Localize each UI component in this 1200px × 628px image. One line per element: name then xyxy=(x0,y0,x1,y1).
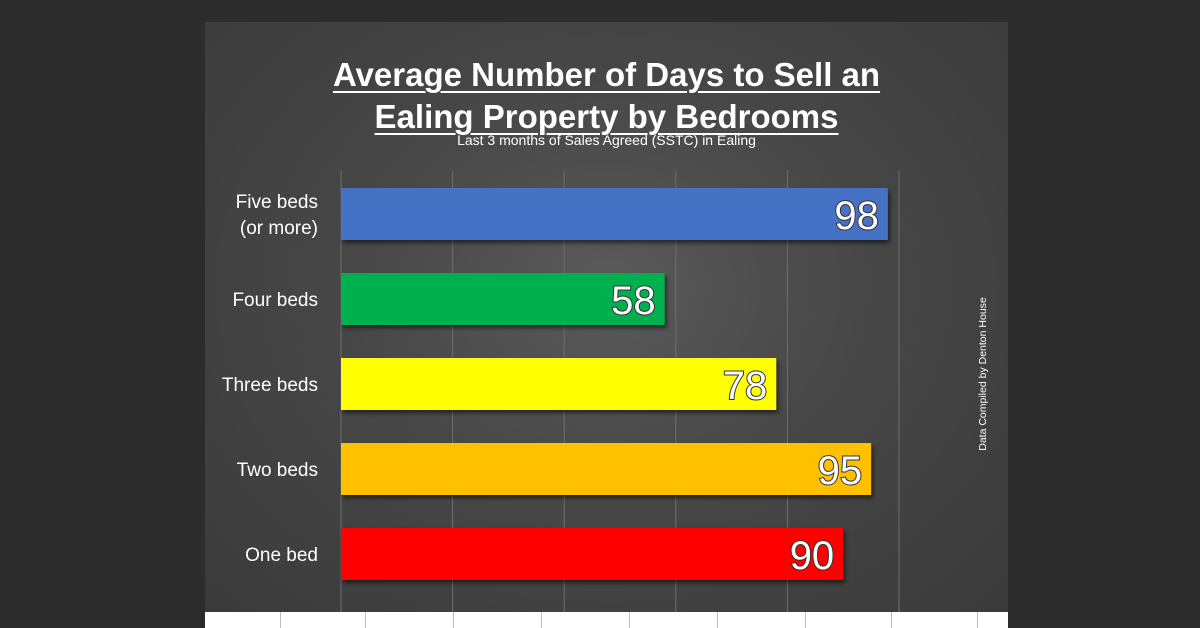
bar-value-label: 90 xyxy=(790,534,835,578)
category-label: Three beds xyxy=(222,375,318,396)
strip-tick xyxy=(541,612,542,628)
strip-tick xyxy=(717,612,718,628)
category-label: Five beds (or more) xyxy=(236,192,318,239)
chart-title-line-1: Average Number of Days to Sell an xyxy=(332,56,881,93)
bar-value-label: 78 xyxy=(723,364,768,408)
bar-value-label: 58 xyxy=(611,279,656,323)
strip-tick xyxy=(453,612,454,628)
strip-tick xyxy=(805,612,806,628)
bottom-strip xyxy=(205,612,1008,628)
strip-tick xyxy=(280,612,281,628)
strip-tick xyxy=(365,612,366,628)
bar-value-label: 95 xyxy=(818,449,863,493)
chart-title-line-2: Ealing Property by Bedrooms xyxy=(374,98,839,135)
strip-tick xyxy=(977,612,978,628)
bar-value-label: 98 xyxy=(834,194,879,238)
category-label: One bed xyxy=(245,545,318,566)
bar xyxy=(341,443,872,495)
bar xyxy=(341,273,665,325)
bar xyxy=(341,188,888,240)
strip-tick xyxy=(629,612,630,628)
chart-subtitle: Last 3 months of Sales Agreed (SSTC) in … xyxy=(457,132,756,148)
chart-panel: Average Number of Days to Sell an Ealing… xyxy=(205,22,1008,612)
bar xyxy=(341,358,777,410)
category-label: Two beds xyxy=(237,460,318,481)
bar xyxy=(341,528,844,580)
strip-tick xyxy=(891,612,892,628)
category-label: Four beds xyxy=(232,290,318,311)
bar-chart: 98 Five beds (or more) 58 Four beds 78 Three b… xyxy=(222,170,900,612)
source-note: Data Compiled by Denton House xyxy=(977,297,989,451)
